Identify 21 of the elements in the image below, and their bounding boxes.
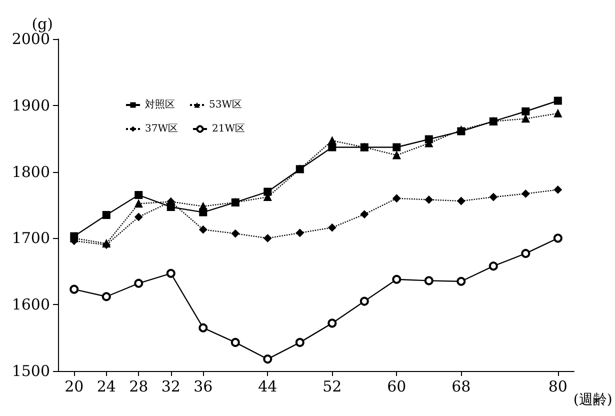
y-tick-label: 1800 — [12, 162, 50, 181]
x-tick-label: 80 — [548, 378, 568, 396]
x-tick-label: 32 — [161, 378, 180, 396]
y-tick-label: 1500 — [12, 362, 50, 380]
x-tick-label: 60 — [387, 378, 406, 396]
y-tick-label: 1700 — [12, 229, 50, 248]
x-axis-title: (週齢) — [573, 392, 612, 408]
legend-label: 21W区 — [212, 124, 246, 134]
legend-label: 53W区 — [209, 100, 242, 110]
x-tick-label: 36 — [194, 378, 213, 396]
x-tick-label: 68 — [452, 378, 471, 396]
y-tick-label: 1900 — [12, 96, 50, 114]
legend-label: 対照区 — [145, 98, 175, 110]
x-tick-label: 52 — [322, 378, 342, 396]
x-tick-label: 20 — [64, 378, 84, 396]
y-axis-title: (g) — [32, 15, 53, 34]
y-tick-label: 1600 — [12, 296, 50, 314]
x-tick-label: 28 — [129, 378, 148, 396]
x-tick-label: 44 — [258, 378, 278, 396]
x-tick-label: 24 — [96, 378, 116, 396]
legend-label: 37W区 — [145, 124, 178, 134]
